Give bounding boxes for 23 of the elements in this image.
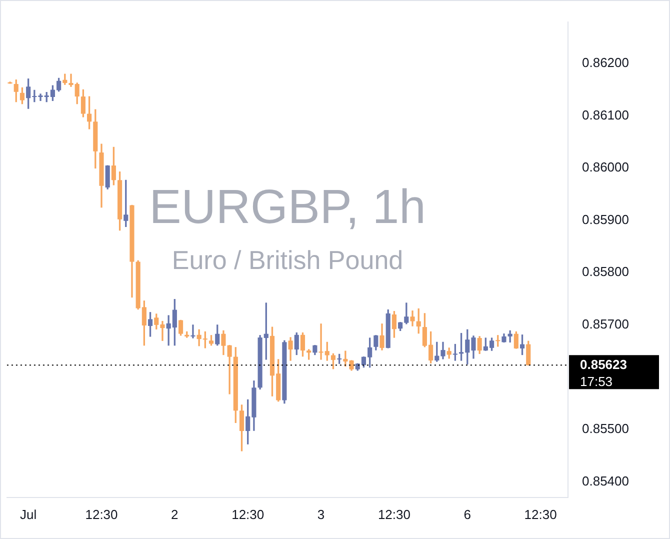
x-tick-label: Jul: [20, 506, 37, 522]
y-tick-label: 0.85900: [582, 212, 629, 227]
candlestick: [190, 324, 196, 338]
x-tick-label: 3: [317, 506, 325, 522]
ref-line-label: 0.85623: [580, 356, 627, 372]
y-tick-label: 0.85700: [582, 316, 629, 332]
x-tick-label: 12:30: [85, 506, 118, 522]
text: 17:53: [580, 374, 613, 389]
y-tick-label: 0.86200: [582, 55, 629, 70]
y-tick-label: 0.85500: [582, 421, 629, 436]
x-tick-label: 2: [171, 506, 178, 522]
y-tick-label: 0.86000: [582, 160, 629, 175]
candlestick: [227, 344, 232, 394]
x-tick-label: 12:30: [524, 506, 557, 522]
x-tick-label: 6: [464, 506, 471, 522]
candlestick: [508, 330, 512, 343]
text: EURGBP, 1h: [149, 180, 426, 234]
y-tick-label: 0.86100: [582, 107, 629, 122]
text: Euro / British Pound: [172, 244, 404, 275]
y-tick-label: 0.85800: [582, 264, 629, 280]
x-tick-label: 12:30: [232, 506, 264, 522]
y-tick-label: 0.85400: [582, 473, 629, 488]
x-tick-label: 12:30: [378, 506, 410, 522]
